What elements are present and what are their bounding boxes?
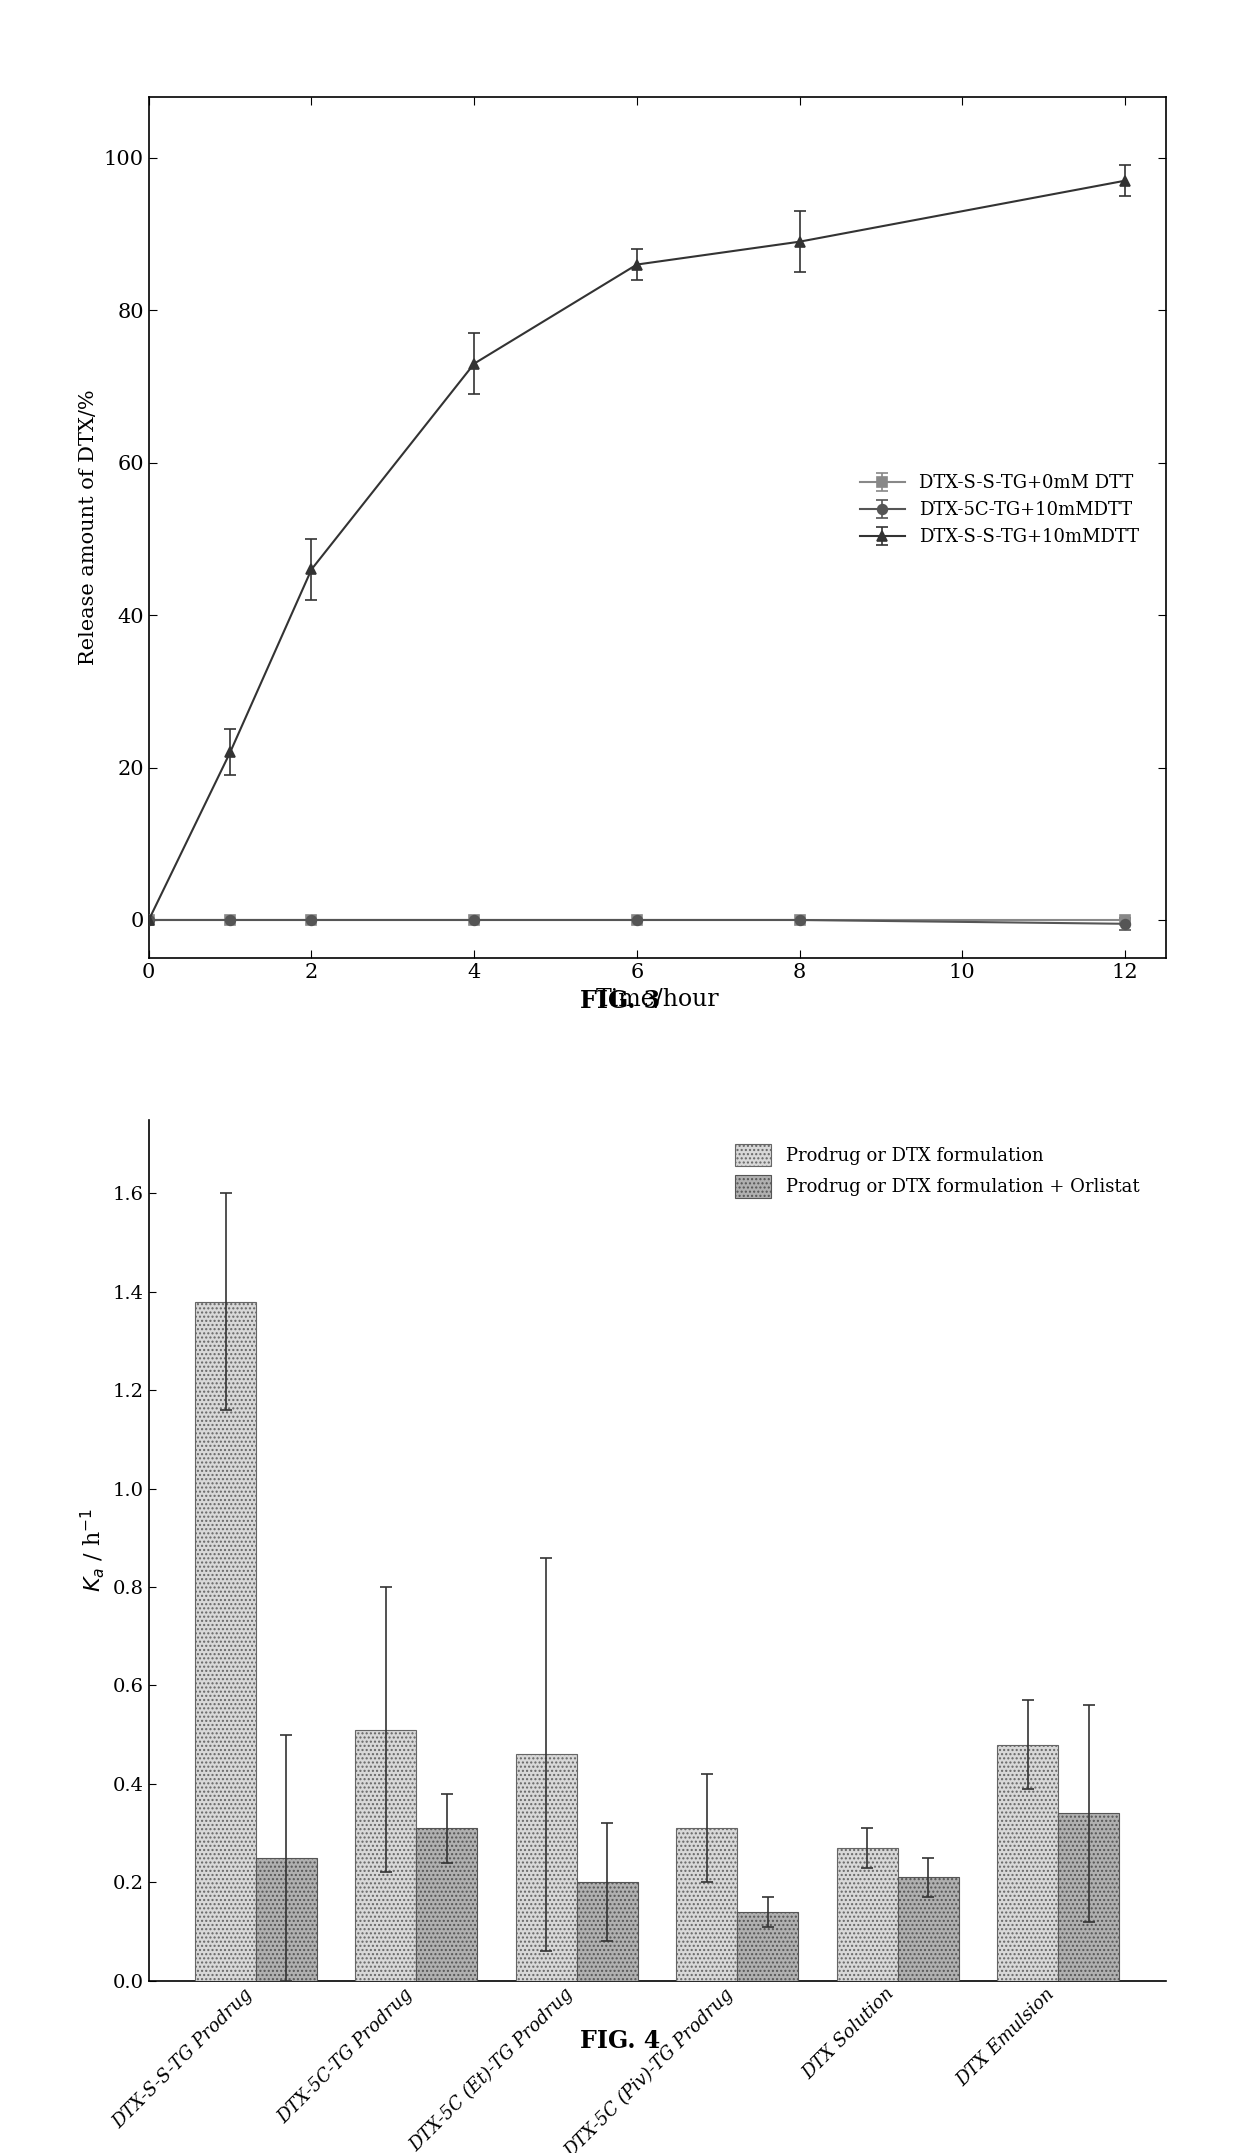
X-axis label: Time/hour: Time/hour bbox=[595, 988, 719, 1010]
Bar bbox=[738, 1912, 799, 1981]
Bar bbox=[255, 1858, 317, 1981]
Y-axis label: $\mathit{K}_{a}$ / h$^{-1}$: $\mathit{K}_{a}$ / h$^{-1}$ bbox=[78, 1507, 108, 1593]
Bar bbox=[898, 1877, 959, 1981]
Bar bbox=[1059, 1813, 1120, 1981]
Bar bbox=[837, 1847, 898, 1981]
Y-axis label: Release amount of DTX/%: Release amount of DTX/% bbox=[79, 390, 98, 665]
Text: FIG. 3: FIG. 3 bbox=[580, 988, 660, 1014]
Text: FIG. 4: FIG. 4 bbox=[580, 2028, 660, 2054]
Bar bbox=[677, 1828, 738, 1981]
Bar bbox=[577, 1882, 637, 1981]
Bar bbox=[356, 1729, 417, 1981]
Bar bbox=[195, 1303, 255, 1981]
Legend: Prodrug or DTX formulation, Prodrug or DTX formulation + Orlistat: Prodrug or DTX formulation, Prodrug or D… bbox=[728, 1137, 1147, 1206]
Bar bbox=[997, 1744, 1059, 1981]
Bar bbox=[417, 1828, 477, 1981]
Legend: DTX-S-S-TG+0mM DTT, DTX-5C-TG+10mMDTT, DTX-S-S-TG+10mMDTT: DTX-S-S-TG+0mM DTT, DTX-5C-TG+10mMDTT, D… bbox=[852, 467, 1147, 553]
Bar bbox=[516, 1755, 577, 1981]
